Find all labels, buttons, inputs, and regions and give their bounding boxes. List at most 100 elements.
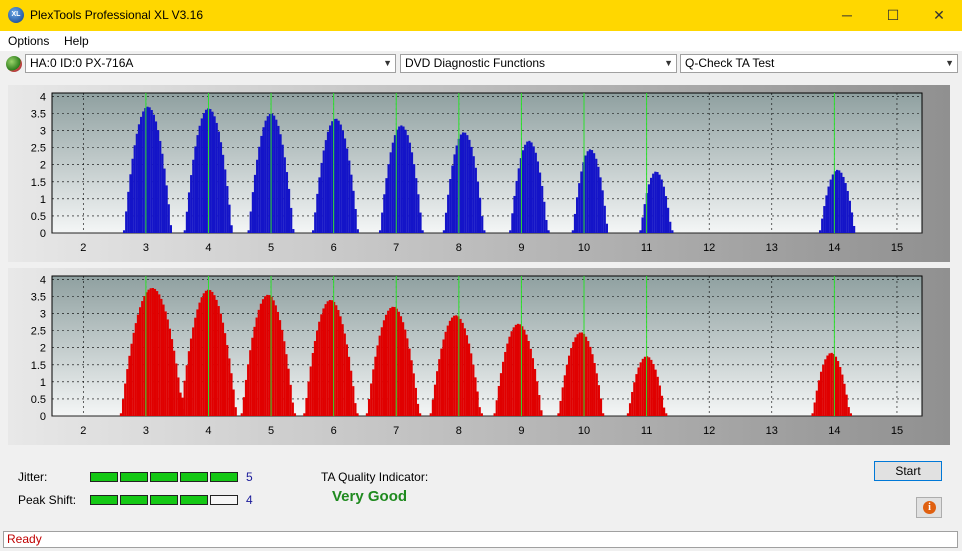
data-bar: [393, 307, 396, 416]
data-bar: [665, 413, 668, 416]
menu-help[interactable]: Help: [64, 34, 89, 48]
data-bar: [576, 197, 579, 233]
data-bar: [448, 320, 452, 416]
data-bar: [318, 177, 321, 233]
x-tick-label: 13: [766, 425, 778, 437]
data-bar: [324, 304, 327, 416]
data-bar: [406, 338, 409, 416]
data-bar: [811, 413, 814, 416]
data-bar: [847, 407, 850, 416]
data-bar: [339, 124, 342, 233]
data-bar: [474, 377, 477, 416]
drive-select[interactable]: HA:0 ID:0 PX-716A ▼: [25, 54, 396, 73]
data-bar: [374, 356, 377, 416]
data-bar: [442, 230, 446, 233]
function-select[interactable]: DVD Diagnostic Functions ▼: [400, 54, 677, 73]
data-bar: [185, 211, 189, 233]
x-tick-label: 13: [766, 242, 778, 254]
meter-segment: [180, 495, 208, 505]
ta-quality-label: TA Quality Indicator:: [321, 470, 429, 484]
data-bar: [533, 368, 537, 416]
results-panel: [8, 452, 954, 526]
data-bar: [547, 230, 550, 233]
data-bar: [383, 194, 386, 233]
info-button[interactable]: i: [916, 497, 942, 518]
data-bar: [825, 195, 828, 233]
data-bar: [333, 118, 336, 233]
status-text: Ready: [3, 531, 958, 548]
data-bar: [662, 186, 665, 233]
minimize-button[interactable]: ─: [842, 7, 852, 23]
data-bar: [135, 133, 138, 233]
data-bar: [381, 212, 384, 233]
data-bar: [660, 395, 664, 416]
data-bar: [536, 161, 540, 233]
menu-options[interactable]: Options: [8, 34, 50, 48]
x-tick-label: 6: [331, 425, 337, 437]
test-select[interactable]: Q-Check TA Test ▼: [680, 54, 958, 73]
y-tick-label: 1: [40, 377, 46, 389]
data-bar: [570, 348, 573, 416]
data-bar: [450, 317, 454, 416]
data-bar: [350, 370, 353, 416]
data-bar: [285, 172, 289, 233]
close-button[interactable]: ✕: [933, 7, 945, 23]
data-bar: [146, 106, 149, 233]
data-bar: [211, 291, 214, 416]
start-button[interactable]: Start: [874, 461, 942, 481]
data-bar: [391, 142, 394, 233]
data-bar: [519, 158, 522, 233]
data-bar: [175, 363, 178, 416]
data-bar: [249, 350, 252, 416]
data-bar: [602, 413, 605, 416]
data-bar: [158, 294, 161, 416]
data-bar: [459, 134, 463, 233]
data-bar: [261, 299, 265, 416]
data-bar: [266, 116, 269, 233]
data-bar: [442, 339, 445, 416]
y-tick-label: 2.5: [31, 143, 46, 155]
x-tick-label: 8: [456, 425, 462, 437]
y-tick-label: 2: [40, 343, 46, 355]
data-bar: [436, 371, 439, 416]
data-bar: [528, 140, 531, 233]
data-bar: [597, 385, 600, 416]
data-bar: [247, 364, 250, 416]
meter-segment: [120, 495, 148, 505]
data-bar: [853, 225, 856, 233]
title-bar: XL PlexTools Professional XL V3.16 ─ ☐ ✕: [0, 0, 962, 31]
x-tick-label: 15: [891, 242, 903, 254]
data-bar: [142, 111, 145, 233]
data-bar: [170, 339, 174, 416]
data-bar: [150, 110, 153, 233]
data-bar: [354, 403, 357, 416]
data-bar: [259, 303, 262, 416]
data-bar: [415, 178, 418, 233]
data-bar: [240, 413, 243, 416]
data-bar: [226, 345, 229, 416]
data-bar: [285, 354, 288, 416]
data-bar: [330, 300, 334, 416]
data-bar: [832, 353, 835, 416]
data-bar: [370, 383, 373, 416]
data-bar: [309, 366, 312, 416]
maximize-button[interactable]: ☐: [886, 7, 900, 23]
data-bar: [419, 212, 422, 233]
info-icon: i: [923, 501, 936, 514]
data-bar: [283, 157, 286, 233]
data-bar: [189, 338, 193, 416]
data-bar: [476, 391, 479, 416]
data-bar: [287, 368, 290, 416]
data-bar: [356, 229, 359, 233]
data-bar: [372, 369, 375, 416]
x-tick-label: 14: [828, 242, 840, 254]
data-bar: [643, 356, 647, 416]
app-logo-icon: XL: [8, 7, 24, 23]
data-bar: [213, 295, 216, 416]
x-tick-label: 2: [80, 242, 86, 254]
y-tick-label: 4: [40, 274, 46, 286]
data-bar: [510, 331, 513, 416]
data-bar: [402, 322, 405, 416]
data-bar: [464, 132, 467, 233]
data-bar: [303, 413, 306, 416]
